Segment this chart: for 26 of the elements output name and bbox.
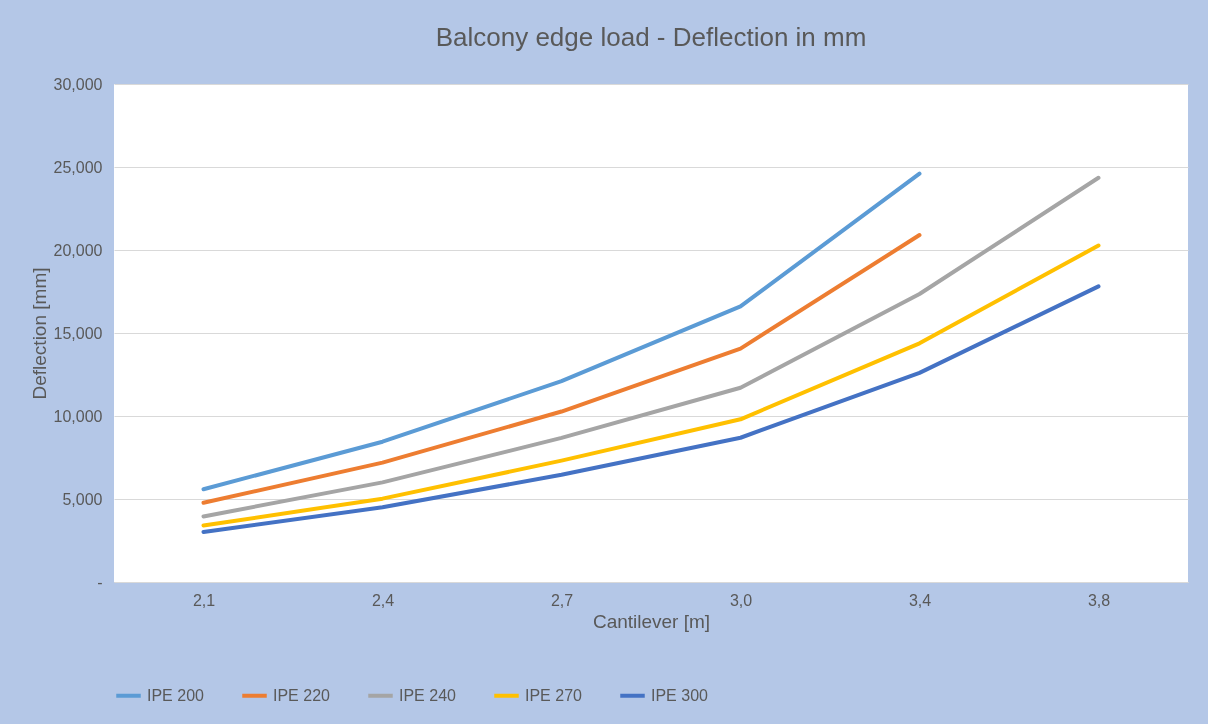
y-tick-label: 5,000 [62, 490, 103, 508]
y-tick-label: 15,000 [53, 324, 103, 342]
x-tick-label: 2,4 [371, 591, 395, 609]
line-series [201, 171, 922, 492]
legend-label: IPE 200 [147, 686, 205, 704]
line-series [201, 243, 1101, 528]
legend-label: IPE 300 [651, 686, 709, 704]
y-tick-label: 10,000 [53, 407, 103, 425]
x-tick-label: 3,0 [729, 591, 753, 609]
x-axis-title: Cantilever [m] [592, 610, 711, 632]
legend-label: IPE 270 [525, 686, 583, 704]
x-tick-label: 2,1 [192, 591, 216, 609]
y-tick-label: 30,000 [53, 75, 103, 93]
x-tick-label: 2,7 [550, 591, 574, 609]
line-series [201, 284, 1101, 535]
y-tick-label: - [97, 573, 103, 591]
legend-label: IPE 240 [399, 686, 457, 704]
x-tick-label: 3,8 [1087, 591, 1111, 609]
x-tick-label: 3,4 [908, 591, 932, 609]
line-series [201, 175, 1101, 519]
y-axis-title: Deflection [mm] [28, 267, 50, 400]
y-tick-label: 25,000 [53, 158, 103, 176]
line-series [201, 233, 922, 505]
y-tick-label: 20,000 [53, 241, 103, 259]
legend-label: IPE 220 [273, 686, 331, 704]
chart-title: Balcony edge load - Deflection in mm [435, 22, 867, 52]
